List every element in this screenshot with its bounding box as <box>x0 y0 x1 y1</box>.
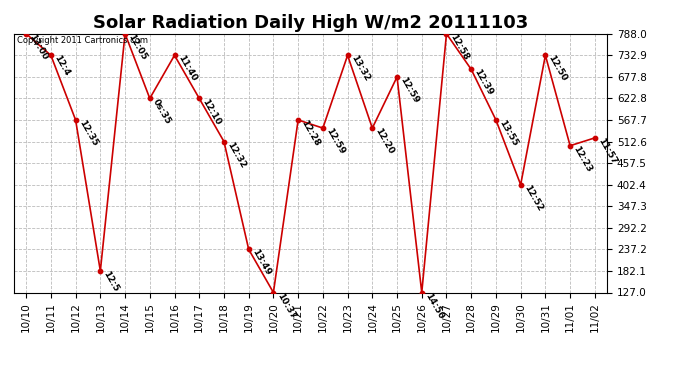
Point <box>441 31 452 37</box>
Text: Copyright 2011 Cartronics.com: Copyright 2011 Cartronics.com <box>17 36 148 45</box>
Point <box>243 246 254 252</box>
Point <box>391 74 402 80</box>
Point <box>491 117 502 123</box>
Point <box>342 53 353 58</box>
Point <box>95 268 106 274</box>
Text: 12:35: 12:35 <box>77 118 99 148</box>
Point <box>564 143 575 149</box>
Point <box>119 31 130 37</box>
Point <box>367 125 378 131</box>
Text: 12:39: 12:39 <box>473 68 495 98</box>
Text: 11:40: 11:40 <box>176 54 198 83</box>
Text: 12:10: 12:10 <box>201 97 223 126</box>
Text: 10:37: 10:37 <box>275 291 297 320</box>
Text: 14:50: 14:50 <box>423 291 445 320</box>
Point <box>169 53 180 58</box>
Text: 12:20: 12:20 <box>374 127 396 156</box>
Point <box>540 53 551 58</box>
Text: 13:49: 13:49 <box>250 248 273 278</box>
Point <box>515 182 526 188</box>
Text: 12:52: 12:52 <box>522 183 544 213</box>
Text: 12:59: 12:59 <box>398 75 421 105</box>
Point <box>293 117 304 123</box>
Point <box>70 117 81 123</box>
Point <box>268 290 279 296</box>
Text: 13:00: 13:00 <box>28 32 50 62</box>
Text: 12:58: 12:58 <box>448 32 470 62</box>
Text: 12:23: 12:23 <box>571 144 593 174</box>
Text: 12:59: 12:59 <box>324 127 346 156</box>
Point <box>21 31 32 37</box>
Point <box>466 66 477 72</box>
Text: 13:32: 13:32 <box>349 54 371 83</box>
Point <box>219 138 230 144</box>
Text: 12:5: 12:5 <box>101 270 121 293</box>
Point <box>144 95 155 101</box>
Text: 12:32: 12:32 <box>226 140 248 170</box>
Point <box>416 290 427 296</box>
Text: 12:4: 12:4 <box>52 54 71 78</box>
Text: 0s:35: 0s:35 <box>151 97 172 126</box>
Text: 12:05: 12:05 <box>126 32 148 62</box>
Title: Solar Radiation Daily High W/m2 20111103: Solar Radiation Daily High W/m2 20111103 <box>93 14 528 32</box>
Text: 13:55: 13:55 <box>497 118 520 148</box>
Point <box>317 125 328 131</box>
Point <box>194 95 205 101</box>
Point <box>589 135 600 141</box>
Text: 12:50: 12:50 <box>546 54 569 83</box>
Text: 12:28: 12:28 <box>299 118 322 148</box>
Point <box>46 53 57 58</box>
Text: 11:57: 11:57 <box>596 136 618 166</box>
